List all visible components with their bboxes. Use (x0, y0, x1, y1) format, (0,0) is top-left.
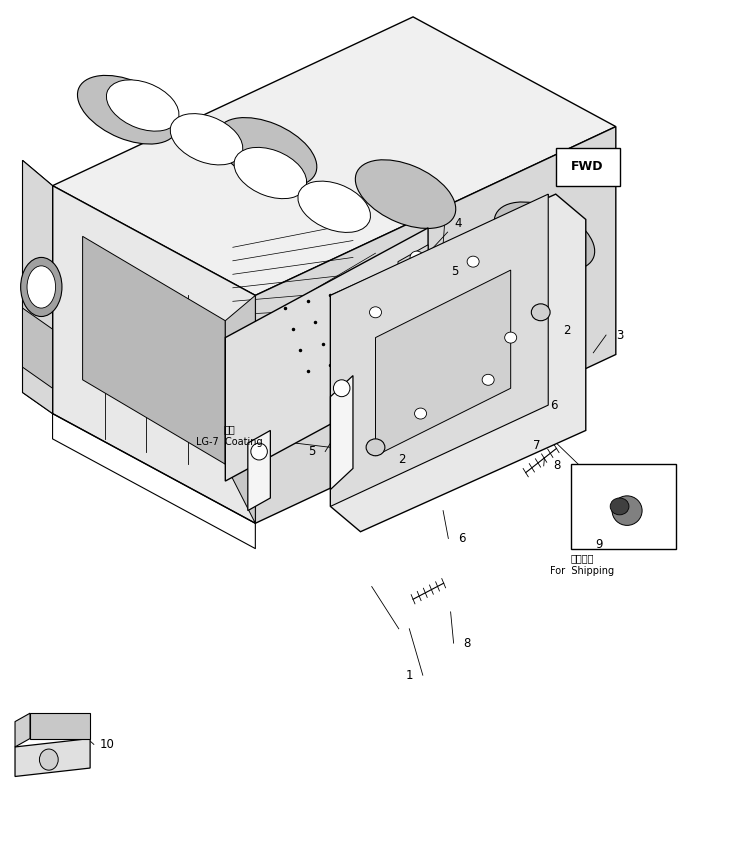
Text: 6: 6 (550, 398, 558, 412)
Text: 10: 10 (100, 738, 115, 751)
Polygon shape (83, 236, 225, 464)
Ellipse shape (610, 498, 629, 515)
Text: 6: 6 (458, 532, 466, 545)
Ellipse shape (107, 80, 179, 131)
Polygon shape (15, 738, 90, 776)
Ellipse shape (505, 333, 517, 344)
Polygon shape (30, 713, 90, 738)
Polygon shape (53, 17, 616, 295)
Ellipse shape (612, 496, 642, 525)
Ellipse shape (410, 353, 424, 365)
Ellipse shape (251, 443, 267, 460)
Ellipse shape (410, 252, 424, 264)
Text: 塗布: 塗布 (223, 425, 235, 434)
Polygon shape (23, 160, 53, 414)
Ellipse shape (369, 307, 382, 318)
Text: 8: 8 (463, 636, 471, 650)
Text: FWD: FWD (571, 160, 604, 173)
Polygon shape (330, 194, 586, 532)
Ellipse shape (355, 160, 456, 229)
Ellipse shape (231, 451, 242, 461)
Text: 2: 2 (563, 324, 571, 338)
Polygon shape (255, 127, 616, 523)
Text: 4: 4 (454, 217, 462, 230)
Polygon shape (23, 160, 53, 414)
Ellipse shape (298, 181, 370, 232)
Ellipse shape (494, 202, 595, 271)
Ellipse shape (532, 304, 550, 321)
Text: 5: 5 (451, 265, 458, 279)
Ellipse shape (467, 257, 479, 267)
Ellipse shape (482, 375, 494, 385)
Polygon shape (225, 295, 255, 523)
Text: LG-7  Coating: LG-7 Coating (196, 437, 262, 446)
Polygon shape (23, 308, 53, 388)
Polygon shape (330, 376, 353, 490)
Bar (571, 464, 676, 549)
Ellipse shape (234, 148, 306, 198)
Polygon shape (248, 430, 270, 511)
Ellipse shape (21, 257, 62, 316)
Polygon shape (376, 270, 511, 456)
Polygon shape (330, 194, 548, 506)
Polygon shape (53, 186, 255, 523)
Text: 1: 1 (406, 668, 413, 682)
Text: 7: 7 (533, 439, 541, 452)
Polygon shape (398, 245, 428, 388)
Text: 3: 3 (616, 328, 623, 342)
Ellipse shape (333, 380, 350, 397)
Ellipse shape (40, 749, 59, 770)
Text: 2: 2 (398, 453, 406, 467)
Ellipse shape (27, 266, 56, 308)
Ellipse shape (415, 408, 427, 419)
Text: 運機部品: 運機部品 (570, 554, 594, 563)
Ellipse shape (170, 114, 243, 165)
Ellipse shape (77, 75, 178, 144)
Polygon shape (15, 713, 30, 747)
Text: 8: 8 (553, 459, 561, 473)
Text: For  Shipping: For Shipping (550, 566, 614, 576)
Polygon shape (225, 228, 428, 481)
Text: 9: 9 (596, 538, 603, 551)
Ellipse shape (231, 392, 242, 402)
Ellipse shape (231, 333, 242, 343)
Ellipse shape (216, 117, 317, 187)
Text: 5: 5 (308, 445, 315, 458)
Bar (556, 148, 620, 186)
Ellipse shape (366, 439, 385, 456)
